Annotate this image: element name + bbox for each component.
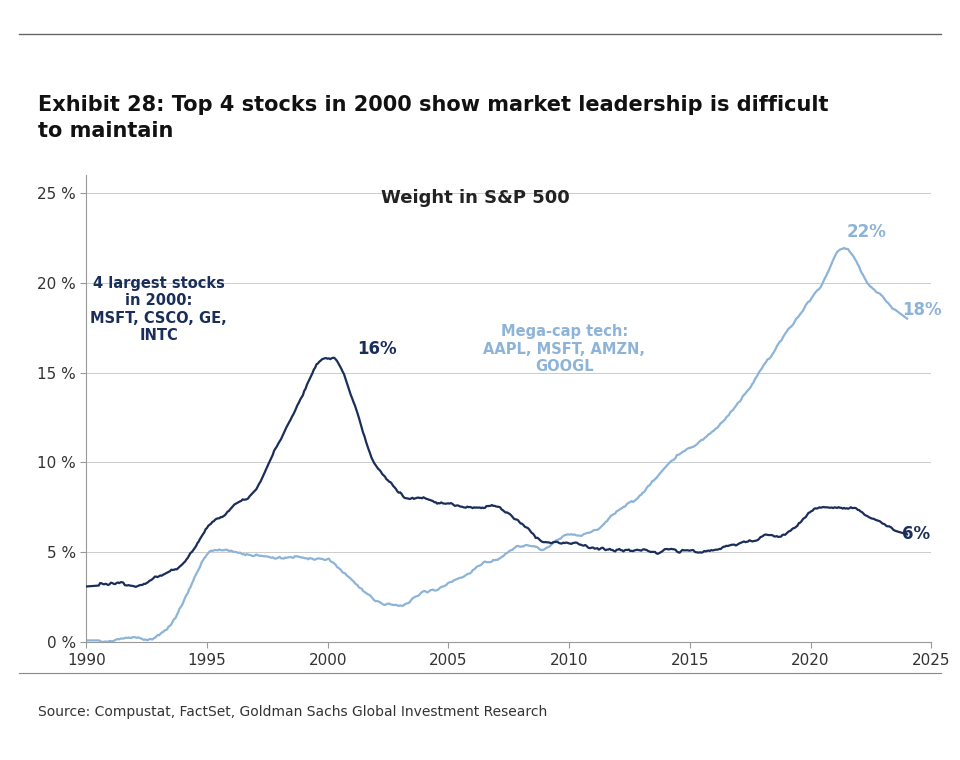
Text: Weight in S&P 500: Weight in S&P 500 xyxy=(380,188,569,207)
Text: 4 largest stocks
in 2000:
MSFT, CSCO, GE,
INTC: 4 largest stocks in 2000: MSFT, CSCO, GE… xyxy=(90,276,228,344)
Text: Source: Compustat, FactSet, Goldman Sachs Global Investment Research: Source: Compustat, FactSet, Goldman Sach… xyxy=(38,705,547,719)
Text: 22%: 22% xyxy=(847,223,887,242)
Text: Exhibit 28: Top 4 stocks in 2000 show market leadership is difficult
to maintain: Exhibit 28: Top 4 stocks in 2000 show ma… xyxy=(38,95,828,141)
Text: 18%: 18% xyxy=(902,301,942,318)
Text: 16%: 16% xyxy=(357,340,396,358)
Text: 6%: 6% xyxy=(902,525,930,543)
Text: Mega-cap tech:
AAPL, MSFT, AMZN,
GOOGL: Mega-cap tech: AAPL, MSFT, AMZN, GOOGL xyxy=(483,325,645,374)
